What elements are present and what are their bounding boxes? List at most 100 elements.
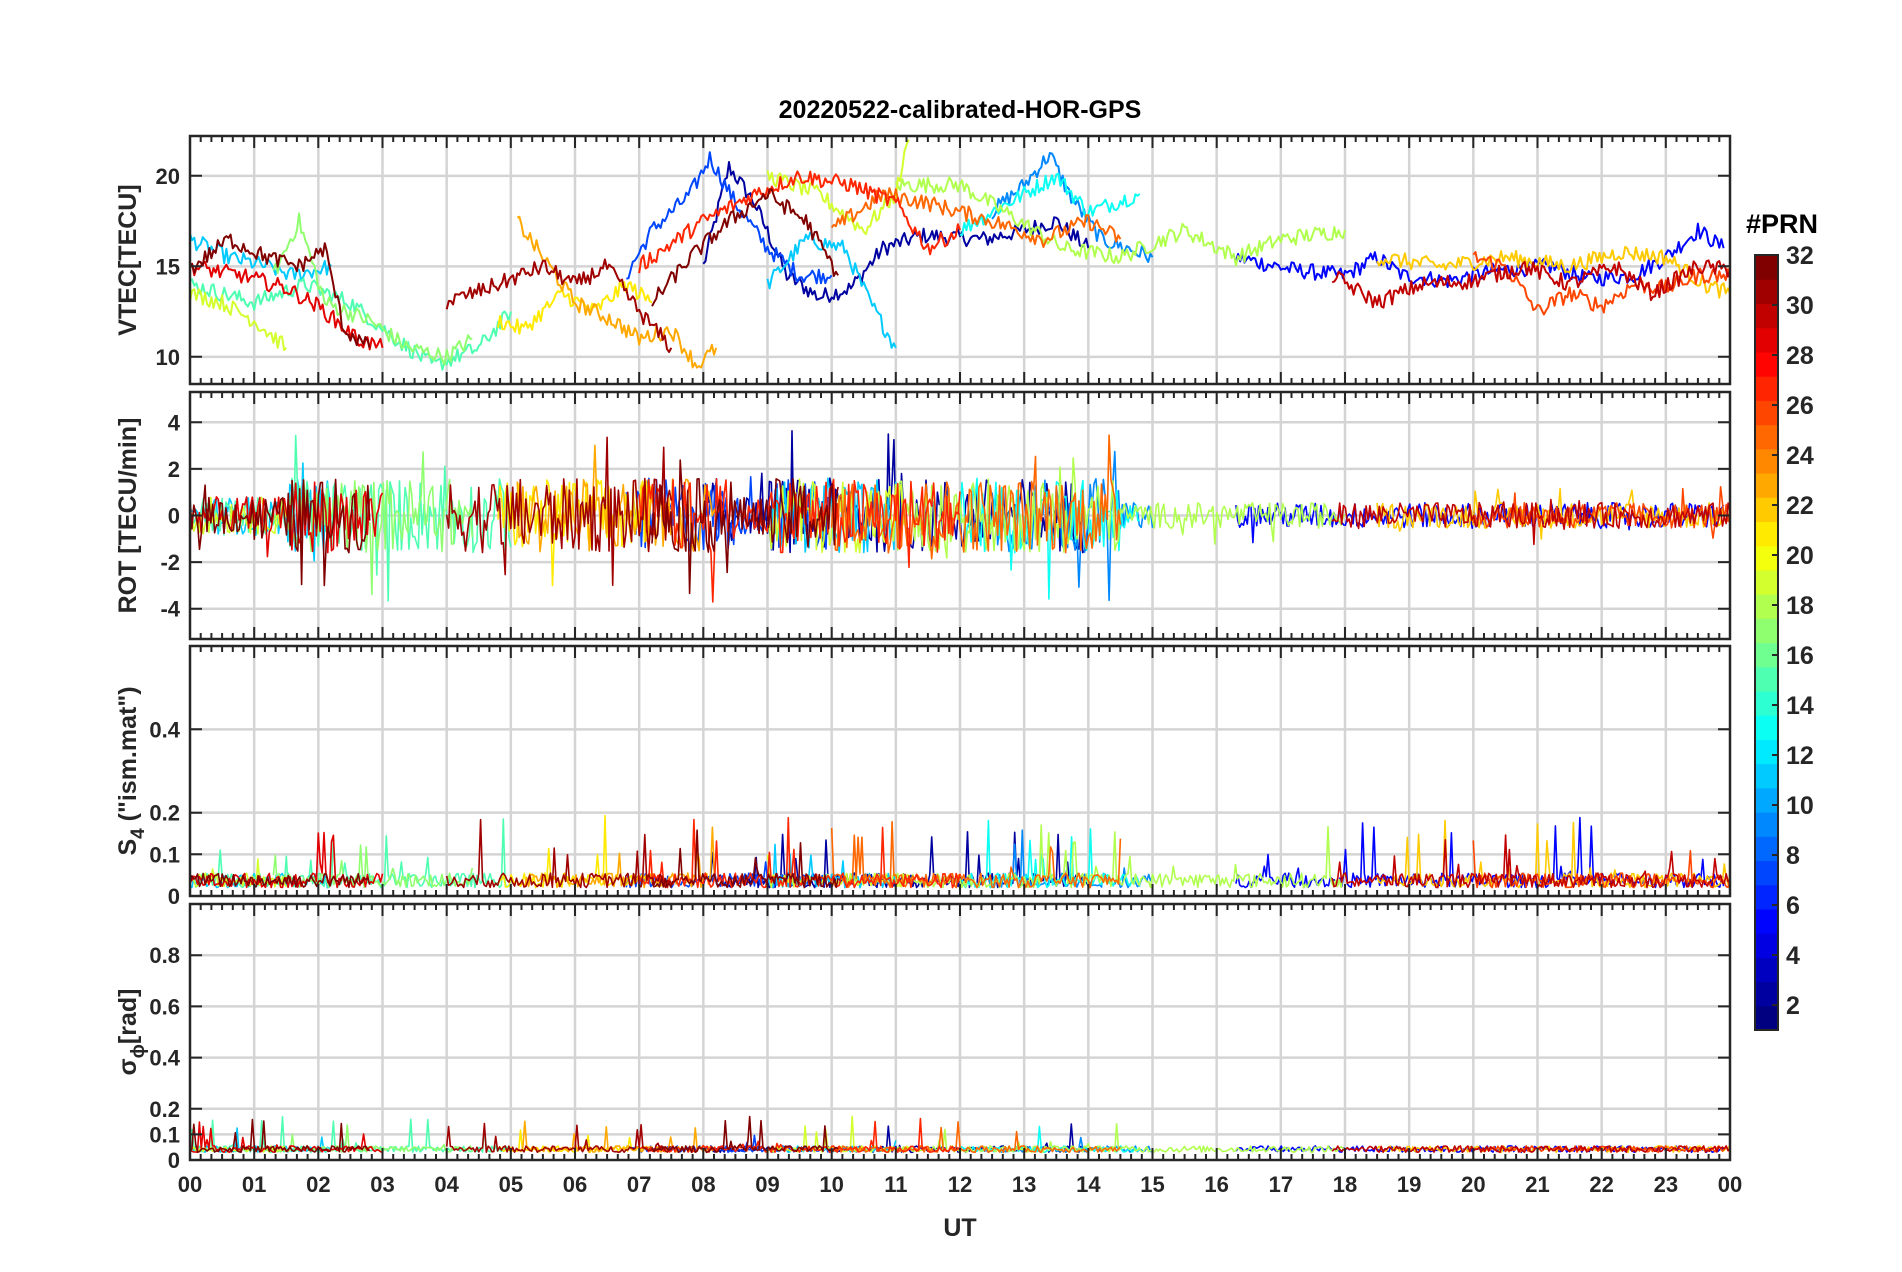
- colorbar-tick-label: 20: [1786, 542, 1814, 570]
- colorbar-swatch: [1755, 594, 1778, 619]
- colorbar-tick-label: 32: [1786, 242, 1814, 270]
- colorbar-swatch: [1755, 255, 1778, 280]
- series-line-prn-32: [651, 829, 839, 889]
- colorbar-swatch: [1755, 424, 1778, 450]
- series-line-prn-27: [638, 816, 961, 889]
- x-tick-label: 12: [948, 1172, 972, 1197]
- series-line-prn-32: [190, 233, 371, 349]
- colorbar-swatch: [1755, 376, 1778, 401]
- colorbar-swatch: [1755, 303, 1778, 329]
- colorbar-swatch: [1755, 812, 1778, 837]
- y-tick-label: -2: [160, 550, 180, 575]
- x-tick-label: 23: [1654, 1172, 1678, 1197]
- series-line-prn-25: [830, 187, 1122, 248]
- colorbar-swatch: [1755, 351, 1778, 377]
- series-line-prn-32: [651, 459, 839, 595]
- y-tick-label: -4: [160, 597, 180, 622]
- y-tick-label: 0.2: [149, 801, 180, 826]
- x-tick-label: 08: [691, 1172, 715, 1197]
- x-tick-label: 05: [499, 1172, 523, 1197]
- colorbar-swatch: [1755, 472, 1778, 498]
- colorbar-swatch: [1755, 545, 1778, 571]
- y-axis-label: VTEC[TECU]: [114, 184, 142, 335]
- series-line-prn-15: [190, 277, 512, 371]
- colorbar-title: #PRN: [1746, 209, 1818, 239]
- x-tick-label: 17: [1269, 1172, 1293, 1197]
- y-axis-label: σϕ[rad]: [114, 989, 149, 1076]
- colorbar-swatch: [1755, 763, 1778, 789]
- series-line-prn-32: [190, 478, 371, 587]
- x-tick-label: 19: [1397, 1172, 1421, 1197]
- series-line-prn-32: [190, 872, 371, 889]
- colorbar-tick-label: 14: [1786, 692, 1814, 720]
- x-tick-label: 00: [178, 1172, 202, 1197]
- y-tick-label: 0.1: [149, 1122, 180, 1147]
- colorbar-swatch: [1755, 860, 1778, 886]
- x-tick-label: 04: [434, 1172, 459, 1197]
- colorbar-tick-label: 12: [1786, 742, 1814, 770]
- colorbar-swatch: [1755, 642, 1778, 668]
- colorbar-swatch: [1755, 908, 1778, 934]
- series-line-prn-19: [190, 288, 288, 352]
- series-line-prn-30: [1331, 834, 1730, 889]
- chart-title: 20220522-calibrated-HOR-GPS: [779, 96, 1142, 124]
- series-line-prn-31: [445, 818, 672, 889]
- x-tick-label: 16: [1204, 1172, 1228, 1197]
- series-line-prn-11: [766, 231, 897, 349]
- x-tick-label: 21: [1525, 1172, 1549, 1197]
- y-axis-label: S4 ("ism.mat"): [114, 686, 149, 855]
- colorbar-tick-label: 22: [1786, 492, 1814, 520]
- panel-3: 0 0.1 0.2 0.4S4 ("ism.mat"): [114, 644, 1732, 909]
- series-line-prn-26: [1472, 1145, 1730, 1154]
- series-line-prn-18: [895, 1123, 1346, 1153]
- y-tick-label: 0: [168, 504, 180, 529]
- colorbar-swatch: [1755, 933, 1778, 958]
- colorbar-tick-label: 6: [1786, 892, 1800, 920]
- colorbar-swatch: [1755, 884, 1778, 910]
- colorbar-swatch: [1755, 618, 1778, 644]
- x-tick-label: 20: [1461, 1172, 1485, 1197]
- series-group: [190, 1115, 1730, 1154]
- series-line-prn-18: [895, 457, 1346, 560]
- colorbar-swatch: [1755, 836, 1778, 862]
- x-tick-label: 18: [1333, 1172, 1357, 1197]
- panel-4: 00.10.2 0.4 0.6 0.8σϕ[rad] 00 01 02 03 04 05 06 07 0…: [114, 902, 1742, 1197]
- panel-1: 10 15 20 VTEC[TECU]: [114, 134, 1732, 386]
- series-line-prn-5: [1235, 1145, 1725, 1154]
- colorbar-swatch: [1755, 666, 1778, 692]
- series-line-prn-30: [1331, 1145, 1730, 1154]
- series-line-prn-26: [1472, 251, 1730, 316]
- colorbar-swatch: [1755, 521, 1778, 547]
- colorbar-swatch: [1755, 715, 1778, 740]
- colorbar-tick-label: 24: [1786, 442, 1814, 470]
- y-tick-label: 10: [156, 345, 180, 370]
- x-tick-label: 02: [306, 1172, 330, 1197]
- x-tick-label: 03: [370, 1172, 394, 1197]
- series-line-prn-30: [1331, 498, 1730, 546]
- y-tick-label: 0: [168, 884, 180, 909]
- series-group: [190, 429, 1730, 603]
- y-tick-label: 0.2: [149, 1097, 180, 1122]
- series-group: [190, 814, 1730, 889]
- colorbar-frame: [1754, 254, 1779, 1031]
- x-axis-label: UT: [943, 1214, 976, 1242]
- y-axis-label: ROT [TECU/min]: [114, 418, 142, 614]
- series-line-prn-31: [445, 258, 673, 353]
- y-tick-label: 15: [156, 254, 180, 279]
- series-line-prn-7: [626, 151, 833, 285]
- y-tick-label: 0.6: [149, 994, 180, 1019]
- colorbar-swatch: [1755, 569, 1778, 595]
- colorbar-swatch: [1755, 981, 1778, 1007]
- x-tick-label: 14: [1076, 1172, 1101, 1197]
- series-line-prn-31: [445, 436, 673, 587]
- series-line-prn-32: [651, 1115, 839, 1154]
- x-tick-label: 01: [242, 1172, 266, 1197]
- colorbar-tick-label: 10: [1786, 792, 1814, 820]
- x-tick-label: 09: [755, 1172, 779, 1197]
- colorbar-swatch: [1755, 497, 1778, 523]
- y-tick-label: 4: [168, 410, 181, 435]
- series-line-prn-27: [638, 170, 961, 274]
- colorbar-tick-label: 8: [1786, 842, 1800, 870]
- x-tick-label: 22: [1589, 1172, 1613, 1197]
